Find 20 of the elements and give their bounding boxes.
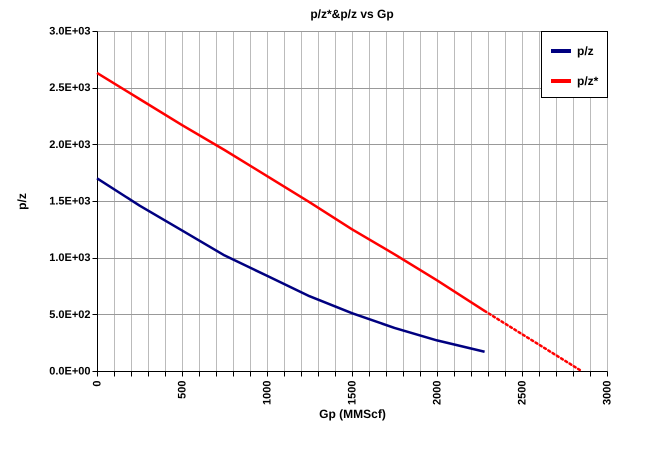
y-tick-label: 1.0E+03 bbox=[49, 252, 90, 264]
x-tick-label: 0 bbox=[92, 380, 104, 387]
x-tick-label: 2000 bbox=[432, 380, 444, 405]
y-tick-label: 3.0E+03 bbox=[49, 26, 90, 38]
legend-label: p/z* bbox=[577, 74, 599, 88]
chart-title: p/z*&p/z vs Gp bbox=[310, 7, 394, 21]
legend-label: p/z bbox=[577, 44, 594, 58]
y-axis-title: p/z bbox=[15, 193, 30, 210]
x-tick-label: 2500 bbox=[516, 380, 528, 405]
x-axis-title: Gp (MMScf) bbox=[319, 406, 386, 421]
x-tick-label: 3000 bbox=[602, 380, 614, 405]
y-tick-label: 2.0E+03 bbox=[49, 138, 90, 151]
y-tick-label: 0.0E+00 bbox=[49, 366, 90, 378]
x-tick-label: 500 bbox=[176, 380, 188, 399]
line-series bbox=[96, 177, 486, 353]
y-tick-label: 2.5E+03 bbox=[49, 82, 90, 94]
y-tick-label: 1.5E+03 bbox=[49, 196, 90, 208]
x-tick-label: 1500 bbox=[346, 380, 358, 405]
y-tick-label: 5.0E+02 bbox=[49, 308, 90, 321]
x-tick-label: 1000 bbox=[262, 380, 274, 405]
